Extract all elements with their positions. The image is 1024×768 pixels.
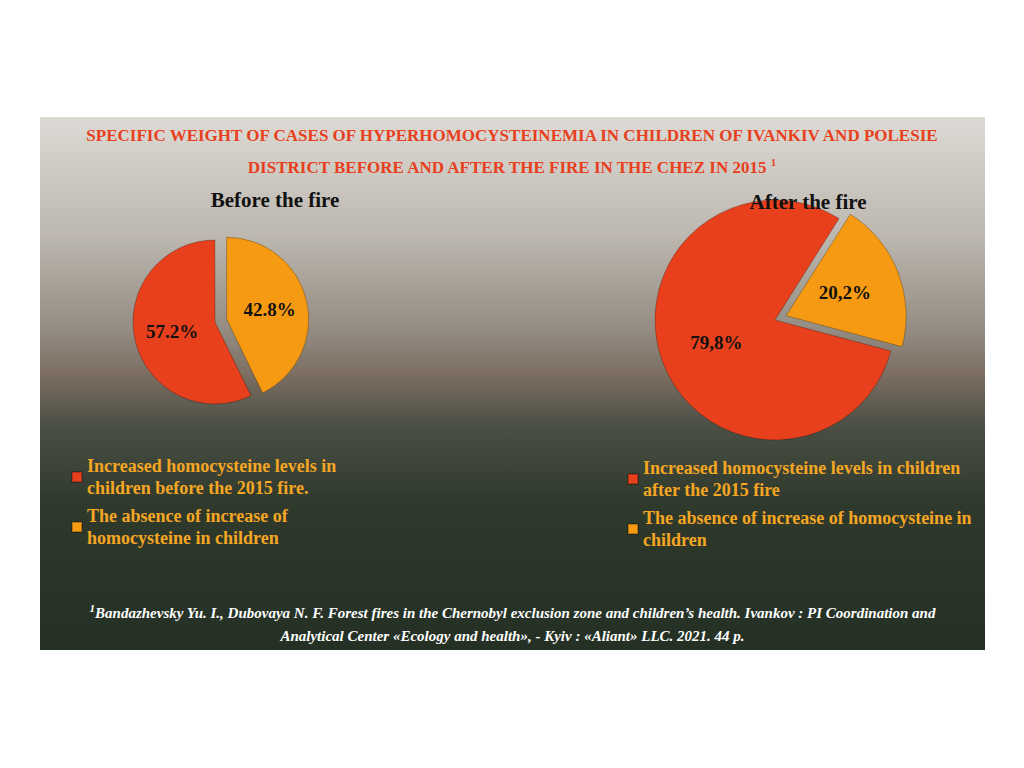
svg-text:homocysteine in children: homocysteine in children: [87, 528, 279, 548]
svg-text:20,2%: 20,2%: [819, 282, 871, 303]
svg-text:57.2%: 57.2%: [146, 321, 198, 342]
html-text:1Bandazhevsky Yu. I., Dubovaya: 1Bandazhevsky Yu. I., Dubovaya N. F. For…: [89, 602, 936, 644]
svg-text:children: children: [643, 530, 707, 550]
svg-text:The absence of increase of hom: The absence of increase of homocysteine …: [643, 508, 976, 528]
svg-text:Increased homocysteine levels: Increased homocysteine levels in: [87, 456, 341, 476]
svg-text:Increased homocysteine levels: Increased homocysteine levels in childre…: [643, 458, 965, 478]
html-text:SPECIFIC WEIGHT OF CASES OF HY: SPECIFIC WEIGHT OF CASES OF HYPERHOMOCYS…: [86, 126, 938, 177]
svg-text:79,8%: 79,8%: [690, 332, 742, 353]
svg-text:Before the fire: Before the fire: [211, 188, 340, 212]
svg-text:The absence of increase of: The absence of increase of: [87, 506, 292, 526]
svg-text:children before the 2015 fire.: children before the 2015 fire.: [87, 478, 308, 498]
html-text:1: 1: [770, 156, 777, 168]
svg-text:After the fire: After the fire: [750, 190, 867, 214]
svg-text:after the 2015 fire: after the 2015 fire: [643, 480, 780, 500]
svg-text:42.8%: 42.8%: [243, 299, 295, 320]
